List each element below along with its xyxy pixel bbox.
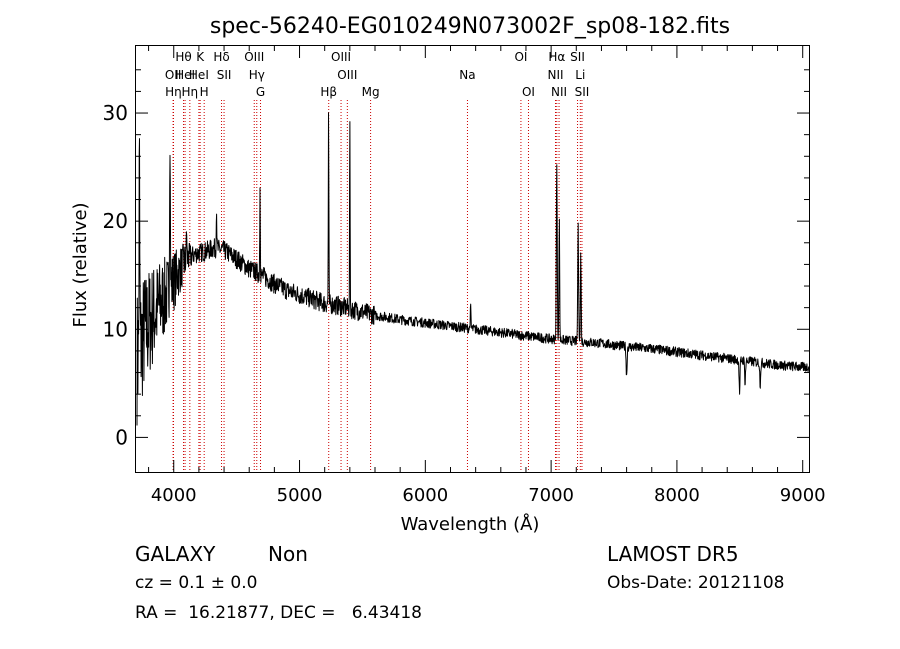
object-subclass: Non [268, 542, 308, 566]
line-marker-label: SII [570, 50, 585, 64]
object-type: GALAXY [135, 542, 216, 566]
line-marker-label: Na [459, 68, 475, 82]
x-tick-label: 7000 [528, 485, 574, 506]
line-marker-label: OIII [337, 68, 357, 82]
line-marker-label: NII [547, 68, 563, 82]
line-marker-label: Hδ [213, 50, 229, 64]
line-marker-label: SII [575, 85, 590, 99]
x-axis-label: Wavelength (Å) [401, 513, 540, 535]
y-tick-label: 30 [103, 101, 128, 125]
line-marker-label: OII [165, 68, 182, 82]
observation-date: Obs-Date: 20121108 [607, 573, 785, 593]
redshift-value: cz = 0.1 ± 0.0 [135, 573, 258, 593]
x-tick-label: 6000 [402, 485, 448, 506]
line-marker-label: Hη [182, 85, 199, 99]
line-markers [172, 100, 583, 472]
y-axis-ticks: 0 10 20 30 [103, 69, 809, 449]
line-marker-label: OI [522, 85, 535, 99]
y-tick-label: 20 [103, 209, 128, 233]
x-tick-label: 8000 [654, 485, 700, 506]
y-tick-label: 10 [103, 317, 128, 341]
line-marker-label: OIII [331, 50, 351, 64]
x-tick-label: 9000 [780, 485, 826, 506]
line-marker-label: G [256, 85, 265, 99]
line-marker-label: H [200, 85, 209, 99]
line-marker-label: Li [575, 68, 585, 82]
line-marker-label: HeI [175, 68, 195, 82]
y-tick-label: 0 [115, 425, 128, 449]
line-marker-label: Hη [165, 85, 182, 99]
line-marker-label: NII [551, 85, 567, 99]
line-marker-label: Mg [362, 85, 380, 99]
line-marker-label: HeI [189, 68, 209, 82]
line-marker-label: SII [217, 68, 232, 82]
line-marker-label: Hα [548, 50, 565, 64]
line-marker-label: Hγ [249, 68, 265, 82]
chart-title: spec-56240-EG010249N073002F_sp08-182.fit… [210, 14, 730, 39]
survey-name: LAMOST DR5 [607, 542, 739, 566]
plot-frame [135, 45, 810, 473]
line-marker-label: OI [514, 50, 527, 64]
x-axis-ticks: 4000 5000 6000 7000 8000 9000 [148, 46, 826, 506]
coordinates: RA = 16.21877, DEC = 6.43418 [135, 603, 422, 623]
x-tick-label: 4000 [151, 485, 197, 506]
line-marker-label: OIII [244, 50, 264, 64]
y-axis-label: Flux (relative) [70, 202, 91, 327]
x-tick-label: 5000 [277, 485, 323, 506]
spectrum-line [136, 112, 810, 426]
line-marker-label: K [196, 50, 205, 64]
line-marker-label: Hβ [320, 85, 337, 99]
line-marker-label: Hθ [175, 50, 191, 64]
